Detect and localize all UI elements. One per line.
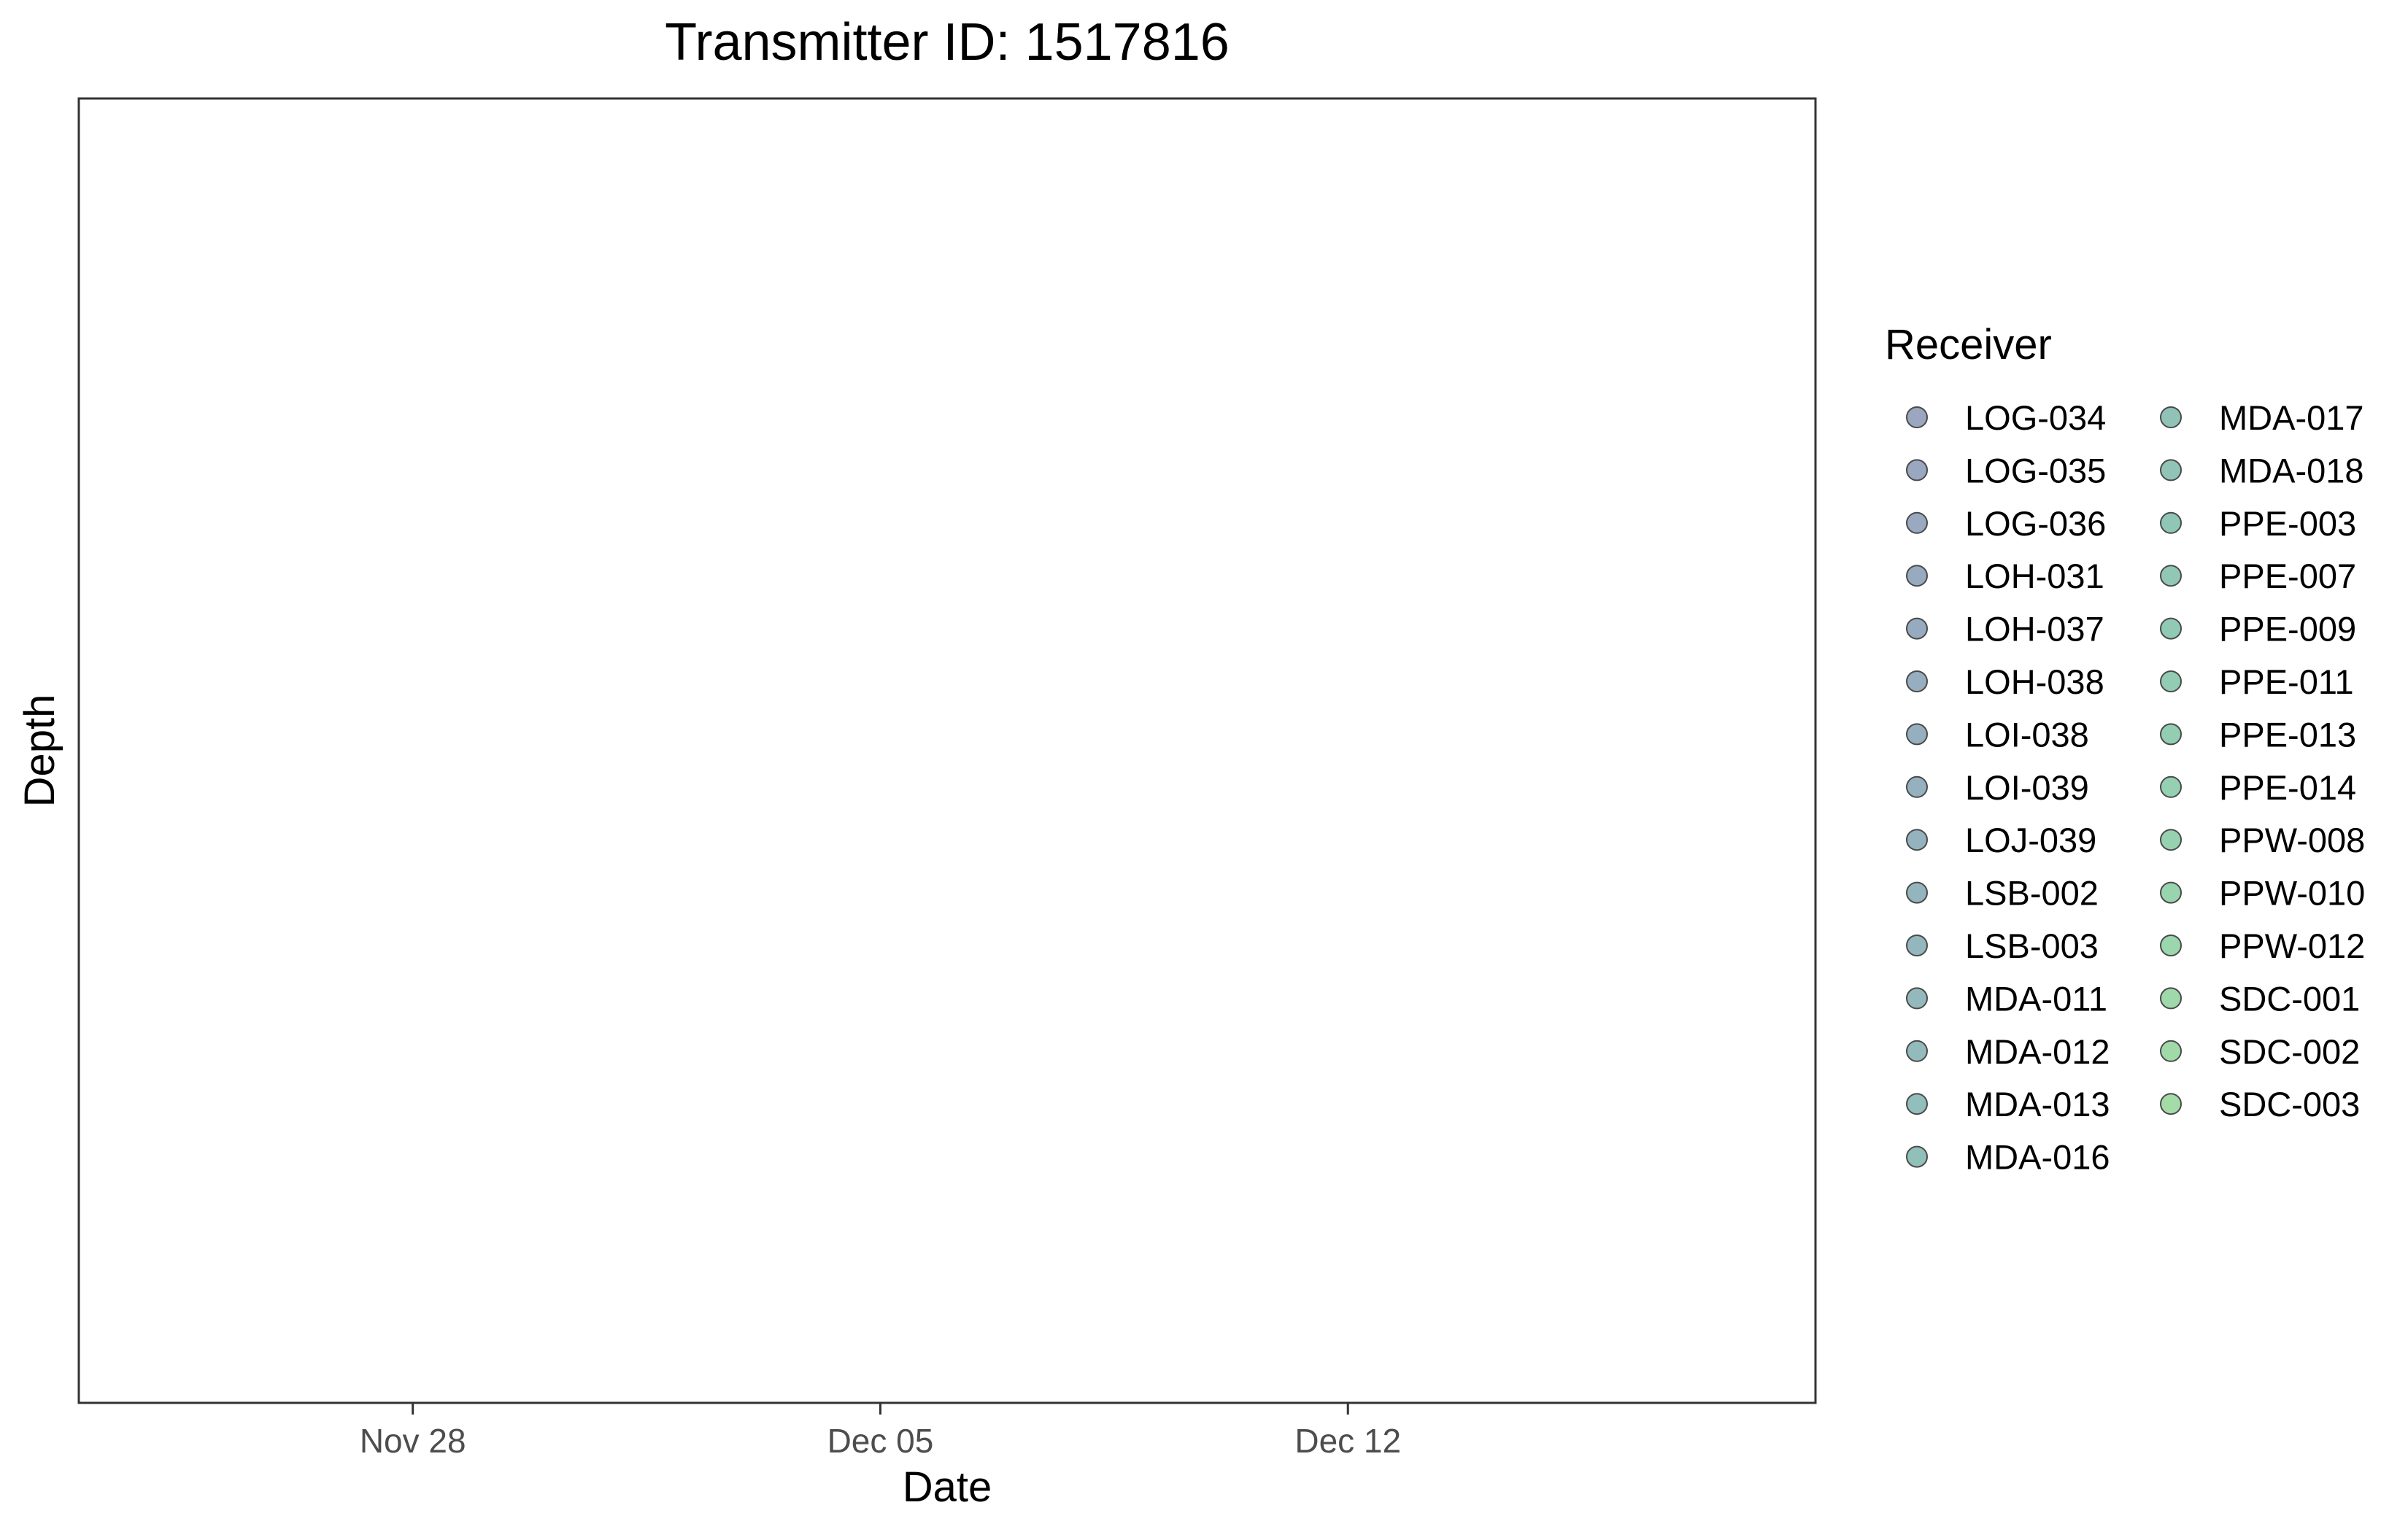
- legend-label: PPW-008: [2219, 821, 2365, 859]
- legend-key: [2160, 723, 2182, 746]
- legend-label: PPE-013: [2219, 715, 2356, 754]
- legend-key: [2160, 1040, 2182, 1062]
- legend-key: [1906, 459, 1928, 481]
- legend-key: [2160, 1093, 2182, 1115]
- legend-key: [1906, 565, 1928, 587]
- legend-label: LOI-038: [1965, 715, 2089, 754]
- legend-label: SDC-001: [2219, 979, 2360, 1018]
- legend-key: [1906, 1040, 1928, 1062]
- legend-key: [2160, 670, 2182, 692]
- legend-label: PPW-012: [2219, 926, 2365, 965]
- legend-label: LOG-034: [1965, 398, 2106, 437]
- legend-label: LOH-037: [1965, 610, 2104, 649]
- legend-key: [2160, 617, 2182, 640]
- legend-key: [1906, 511, 1928, 534]
- legend-label: PPE-009: [2219, 610, 2356, 649]
- legend-title: Receiver: [1885, 321, 2052, 368]
- legend-label: LOH-038: [1965, 662, 2104, 701]
- legend-label: PPE-003: [2219, 504, 2356, 543]
- legend-label: PPE-011: [2219, 662, 2354, 701]
- legend-key: [1906, 723, 1928, 746]
- legend-entries: LOG-034 LOG-035 LOG-036 LOH-031 LOH-037 LOH-0…: [1906, 398, 2365, 1177]
- legend-key: [1906, 1093, 1928, 1115]
- legend-label: MDA-017: [2219, 398, 2364, 437]
- legend-key: [2160, 881, 2182, 904]
- legend-key: [2160, 987, 2182, 1010]
- legend-label: MDA-011: [1965, 979, 2107, 1018]
- y-axis-title: Depth: [16, 695, 63, 808]
- legend-key: [1906, 617, 1928, 640]
- legend-key: [2160, 511, 2182, 534]
- legend-key: [2160, 565, 2182, 587]
- legend-key: [1906, 829, 1928, 851]
- legend-key: [2160, 829, 2182, 851]
- legend-label: MDA-018: [2219, 451, 2364, 490]
- x-tick-label: Nov 28: [360, 1422, 466, 1460]
- x-tick-label: Dec 12: [1294, 1422, 1401, 1460]
- legend-key: [2160, 406, 2182, 428]
- legend-label: SDC-002: [2219, 1032, 2360, 1071]
- legend-label: MDA-016: [1965, 1138, 2110, 1177]
- legend-key: [2160, 775, 2182, 798]
- legend-label: PPW-010: [2219, 874, 2365, 913]
- legend-label: SDC-003: [2219, 1085, 2360, 1123]
- legend-key: [2160, 935, 2182, 956]
- x-axis-ticks: Nov 28 Dec 05 Dec 12: [360, 1403, 1401, 1460]
- plot-panel: [77, 97, 1817, 1404]
- legend-label: PPE-007: [2219, 557, 2356, 595]
- legend-label: LOG-035: [1965, 451, 2106, 490]
- legend-label: LSB-002: [1965, 874, 2099, 913]
- legend-label: MDA-013: [1965, 1085, 2110, 1123]
- legend-label: LOI-039: [1965, 768, 2089, 807]
- legend-label: LOG-036: [1965, 504, 2106, 543]
- chart-title: Transmitter ID: 1517816: [665, 13, 1230, 71]
- legend-key: [2160, 459, 2182, 481]
- legend-key: [1906, 987, 1928, 1010]
- x-tick-label: Dec 05: [827, 1422, 934, 1460]
- legend-key: [1906, 935, 1928, 956]
- legend-label: LOH-031: [1965, 557, 2104, 595]
- legend-key: [1906, 1145, 1928, 1168]
- legend-label: MDA-012: [1965, 1032, 2110, 1071]
- legend-label: LSB-003: [1965, 926, 2099, 965]
- legend-label: PPE-014: [2219, 768, 2356, 807]
- legend: Receiver LOG-034 LOG-035 LOG-036 LOH-031 LOH…: [1885, 321, 2365, 1177]
- legend-label: LOJ-039: [1965, 821, 2096, 859]
- legend-key: [1906, 775, 1928, 798]
- x-axis-title: Date: [903, 1463, 992, 1511]
- legend-key: [1906, 670, 1928, 692]
- legend-key: [1906, 406, 1928, 428]
- legend-key: [1906, 881, 1928, 904]
